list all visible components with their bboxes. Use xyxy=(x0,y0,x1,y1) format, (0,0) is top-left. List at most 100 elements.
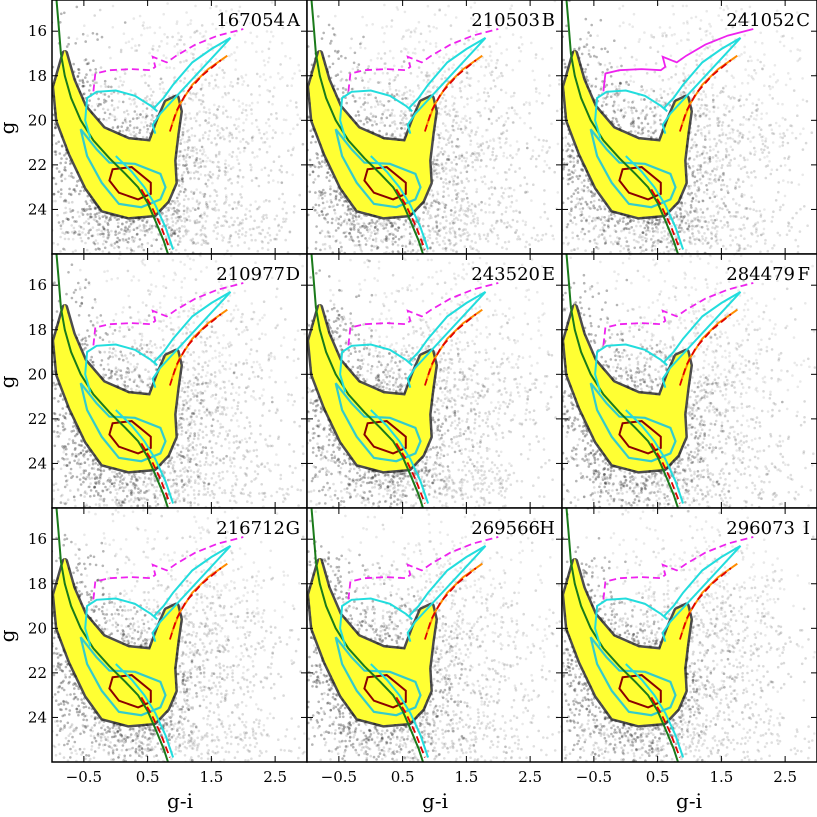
density-point xyxy=(515,112,519,116)
density-point xyxy=(267,56,271,60)
density-point xyxy=(387,100,390,103)
density-point xyxy=(447,182,451,185)
density-point xyxy=(187,146,190,149)
density-point xyxy=(216,225,219,229)
density-point xyxy=(142,225,146,229)
density-point xyxy=(150,244,153,247)
density-point xyxy=(107,95,111,98)
density-point xyxy=(431,193,435,197)
density-point xyxy=(499,218,503,222)
density-point xyxy=(338,198,341,202)
density-point xyxy=(378,129,381,133)
density-point xyxy=(60,145,64,148)
y-tick-label: 16 xyxy=(28,22,47,40)
density-point xyxy=(390,222,393,225)
density-point xyxy=(194,158,198,161)
density-point xyxy=(485,164,488,168)
density-point xyxy=(388,99,392,103)
density-point xyxy=(182,164,185,167)
density-point xyxy=(218,131,222,135)
density-point xyxy=(475,187,479,191)
density-point xyxy=(366,101,370,105)
density-point xyxy=(500,186,504,190)
density-point xyxy=(419,32,423,36)
density-point xyxy=(200,86,204,89)
density-point xyxy=(138,244,141,248)
density-point xyxy=(179,49,182,52)
density-point xyxy=(176,215,180,219)
density-point xyxy=(196,112,199,115)
density-point xyxy=(254,176,258,180)
density-point xyxy=(252,227,256,231)
density-point xyxy=(322,31,326,35)
density-point xyxy=(74,249,77,252)
density-point xyxy=(458,157,462,160)
density-point xyxy=(90,234,93,238)
density-point xyxy=(241,221,244,225)
density-point xyxy=(146,219,149,222)
density-point xyxy=(494,66,498,70)
density-point xyxy=(173,45,176,48)
density-point xyxy=(456,127,460,130)
density-point xyxy=(211,181,214,185)
density-point xyxy=(134,49,137,52)
density-point xyxy=(112,108,116,112)
density-point xyxy=(135,117,139,120)
density-point xyxy=(545,139,548,143)
density-point xyxy=(517,46,521,49)
density-point xyxy=(102,92,105,96)
density-point xyxy=(120,125,123,128)
density-point xyxy=(311,135,314,138)
density-point xyxy=(208,111,211,115)
density-point xyxy=(184,59,188,62)
density-point xyxy=(202,150,206,154)
density-point xyxy=(344,200,348,203)
density-point xyxy=(387,219,391,222)
density-point xyxy=(311,135,315,138)
density-point xyxy=(369,221,372,225)
density-point xyxy=(546,149,550,153)
density-point xyxy=(449,134,453,137)
density-point xyxy=(70,230,74,234)
density-point xyxy=(334,74,338,77)
density-point xyxy=(202,148,205,151)
density-point xyxy=(504,91,508,95)
density-point xyxy=(222,236,225,239)
density-point xyxy=(266,88,269,92)
density-point xyxy=(250,238,254,242)
density-point xyxy=(255,72,259,76)
density-point xyxy=(267,118,270,121)
density-point xyxy=(204,241,208,245)
density-point xyxy=(412,95,416,98)
density-point xyxy=(532,183,535,186)
density-point xyxy=(257,207,260,210)
density-point xyxy=(119,50,123,54)
density-point xyxy=(208,200,212,203)
density-point xyxy=(37,46,40,49)
density-point xyxy=(126,126,129,130)
density-point xyxy=(174,221,178,225)
density-point xyxy=(182,204,186,208)
density-point xyxy=(24,155,27,158)
density-point xyxy=(129,89,133,92)
density-point xyxy=(192,171,196,175)
density-point xyxy=(182,155,185,158)
density-point xyxy=(550,46,553,50)
density-point xyxy=(87,231,90,235)
density-point xyxy=(148,228,151,231)
density-point xyxy=(238,5,242,9)
density-point xyxy=(135,49,139,52)
density-point xyxy=(487,187,491,190)
density-point xyxy=(371,115,375,118)
density-point xyxy=(401,97,404,101)
density-point xyxy=(145,221,148,224)
density-point xyxy=(409,72,413,75)
density-point xyxy=(291,173,295,177)
density-point xyxy=(216,221,220,224)
density-point xyxy=(301,142,305,146)
density-point xyxy=(107,235,111,238)
density-point xyxy=(293,72,296,75)
density-point xyxy=(81,207,84,211)
density-point xyxy=(288,230,292,234)
density-point xyxy=(113,246,116,250)
